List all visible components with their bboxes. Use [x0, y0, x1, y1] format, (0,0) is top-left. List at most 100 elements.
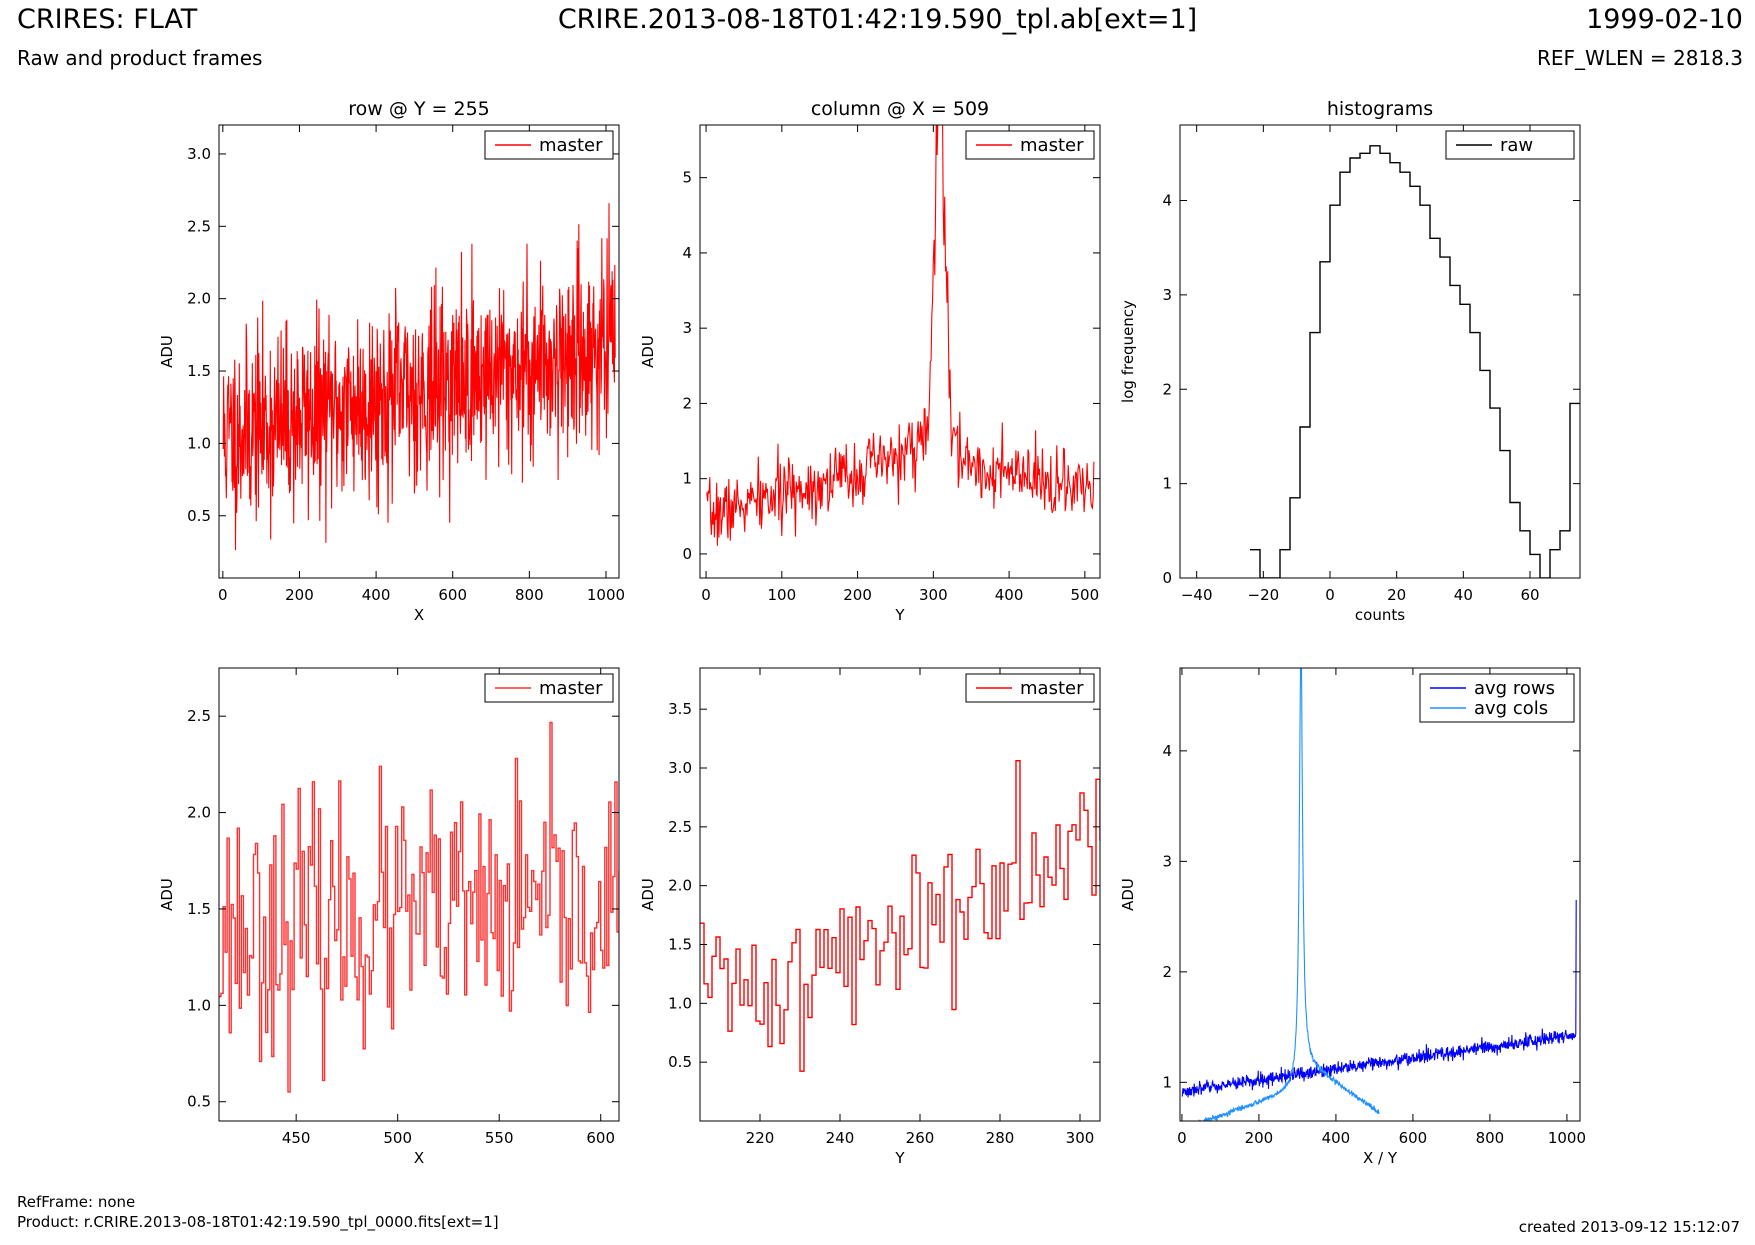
- x-tick-label: 200: [285, 586, 314, 604]
- plot-frame: [699, 124, 1101, 579]
- x-tick-label: 600: [438, 586, 467, 604]
- x-axis-label: X: [414, 1149, 424, 1167]
- y-tick-label: 2: [1162, 963, 1172, 981]
- plot-frame: [218, 667, 620, 1122]
- chart-row-zoom: 450 500 550 600 0.5 1.0 1.5 2.0 2.5 X ADU master: [158, 667, 620, 1167]
- x-tick-label: 0: [1177, 1129, 1187, 1147]
- y-tick-label: 3.0: [187, 145, 211, 163]
- y-axis-label: ADU: [639, 335, 657, 368]
- plot-frame: [1179, 667, 1581, 1122]
- y-tick-label: 0: [1162, 569, 1172, 587]
- chart-legend: master: [484, 673, 614, 703]
- series-line-raw: [1250, 145, 1580, 578]
- x-tick-label: 200: [1245, 1129, 1274, 1147]
- y-tick-label: 4: [1162, 192, 1172, 210]
- legend-label: master: [539, 678, 603, 699]
- series-line-master: [222, 203, 616, 551]
- x-tick-label: 0: [1325, 586, 1335, 604]
- y-tick-label: 2: [1162, 380, 1172, 398]
- x-tick-label: 240: [826, 1129, 855, 1147]
- y-tick-label: 1.5: [187, 362, 211, 380]
- y-axis-label: ADU: [158, 335, 176, 368]
- series-line-master: [219, 721, 619, 1093]
- report-title: CRIRES: FLAT: [17, 4, 198, 35]
- y-tick-label: 5: [682, 169, 692, 187]
- x-tick-label: 300: [919, 586, 948, 604]
- y-tick-label: 2.5: [187, 217, 211, 235]
- product-label: Product: r.CRIRE.2013-08-18T01:42:19.590…: [17, 1213, 499, 1231]
- x-tick-label: 400: [995, 586, 1024, 604]
- x-axis-label: Y: [894, 1149, 905, 1167]
- plot-frame: [1179, 124, 1581, 579]
- x-tick-label: 260: [906, 1129, 935, 1147]
- x-tick-label: 220: [746, 1129, 775, 1147]
- x-tick-label: 280: [986, 1129, 1015, 1147]
- y-tick-label: 2.5: [187, 707, 211, 725]
- y-tick-label: 0: [682, 545, 692, 563]
- x-axis-label: X / Y: [1363, 1149, 1398, 1167]
- x-tick-label: 0: [701, 586, 711, 604]
- series-line-avg-rows: [1181, 899, 1577, 1098]
- x-tick-label: 40: [1454, 586, 1473, 604]
- chart-avg: 0 200 400 600 800 1000 1 2 3 4 X / Y ADU avg rowsavg…: [1119, 667, 1586, 1167]
- chart-column: 0 100 200 300 400 500 0 1 2 3 4 5 column @ X = 509 Y A…: [639, 98, 1101, 624]
- x-tick-label: 800: [1476, 1129, 1505, 1147]
- series-line-master: [706, 125, 1095, 546]
- x-tick-label: 600: [1399, 1129, 1428, 1147]
- reference-wavelength: REF_WLEN = 2818.3: [1536, 46, 1743, 70]
- chart-legend: master: [484, 130, 614, 160]
- x-tick-label: 300: [1066, 1129, 1095, 1147]
- y-axis-label: ADU: [158, 878, 176, 911]
- y-tick-label: 3: [1162, 286, 1172, 304]
- y-tick-label: 2.0: [187, 290, 211, 308]
- x-tick-label: 500: [383, 1129, 412, 1147]
- y-tick-label: 0.5: [187, 1093, 211, 1111]
- y-tick-label: 1: [682, 470, 692, 488]
- chart-row: 0 200 400 600 800 1000 0.5 1.0 1.5 2.0 2.5 3.0 row @…: [158, 98, 625, 624]
- chart-hist: −40 −20 0 20 40 60 0 1 2 3 4 histograms counts log fr…: [1119, 98, 1581, 624]
- y-axis-label: ADU: [1119, 878, 1137, 911]
- y-tick-label: 1.0: [668, 994, 692, 1012]
- observation-date: 1999-02-10: [1586, 4, 1743, 35]
- chart-legend: raw: [1445, 130, 1575, 160]
- y-tick-label: 1.5: [668, 936, 692, 954]
- x-tick-label: 450: [282, 1129, 311, 1147]
- y-tick-label: 1.0: [187, 434, 211, 452]
- x-tick-label: 200: [843, 586, 872, 604]
- chart-title: column @ X = 509: [811, 98, 989, 120]
- report-subtitle: Raw and product frames: [17, 46, 263, 70]
- chart-title: row @ Y = 255: [348, 98, 490, 120]
- series-line-master: [700, 760, 1100, 1072]
- legend-label: master: [1020, 135, 1084, 156]
- y-tick-label: 4: [1162, 742, 1172, 760]
- x-tick-label: 0: [218, 586, 228, 604]
- x-tick-label: 1000: [1548, 1129, 1586, 1147]
- y-tick-label: 0.5: [668, 1053, 692, 1071]
- x-axis-label: Y: [894, 606, 905, 624]
- x-tick-label: −40: [1181, 586, 1213, 604]
- created-timestamp: created 2013-09-12 15:12:07: [1518, 1218, 1740, 1236]
- legend-label: master: [1020, 678, 1084, 699]
- y-tick-label: 1.0: [187, 996, 211, 1014]
- y-tick-label: 3.5: [668, 700, 692, 718]
- x-tick-label: 20: [1387, 586, 1406, 604]
- x-tick-label: 550: [485, 1129, 514, 1147]
- x-tick-label: 400: [1322, 1129, 1351, 1147]
- legend-label: master: [539, 135, 603, 156]
- y-tick-label: 1: [1162, 475, 1172, 493]
- x-axis-label: X: [414, 606, 424, 624]
- legend-label: avg cols: [1474, 698, 1548, 719]
- x-tick-label: −20: [1248, 586, 1280, 604]
- y-tick-label: 2.0: [668, 877, 692, 895]
- x-tick-label: 60: [1520, 586, 1539, 604]
- x-tick-label: 600: [586, 1129, 615, 1147]
- ref-frame-label: RefFrame: none: [17, 1193, 136, 1211]
- chart-column-zoom: 220 240 260 280 300 0.5 1.0 1.5 2.0 2.5 3.0 3.5 Y ADU…: [639, 667, 1101, 1167]
- y-tick-label: 3: [682, 319, 692, 337]
- x-tick-label: 1000: [587, 586, 625, 604]
- x-tick-label: 800: [515, 586, 544, 604]
- frame-filename: CRIRE.2013-08-18T01:42:19.590_tpl.ab[ext…: [557, 4, 1198, 35]
- y-axis-label: log frequency: [1119, 300, 1137, 403]
